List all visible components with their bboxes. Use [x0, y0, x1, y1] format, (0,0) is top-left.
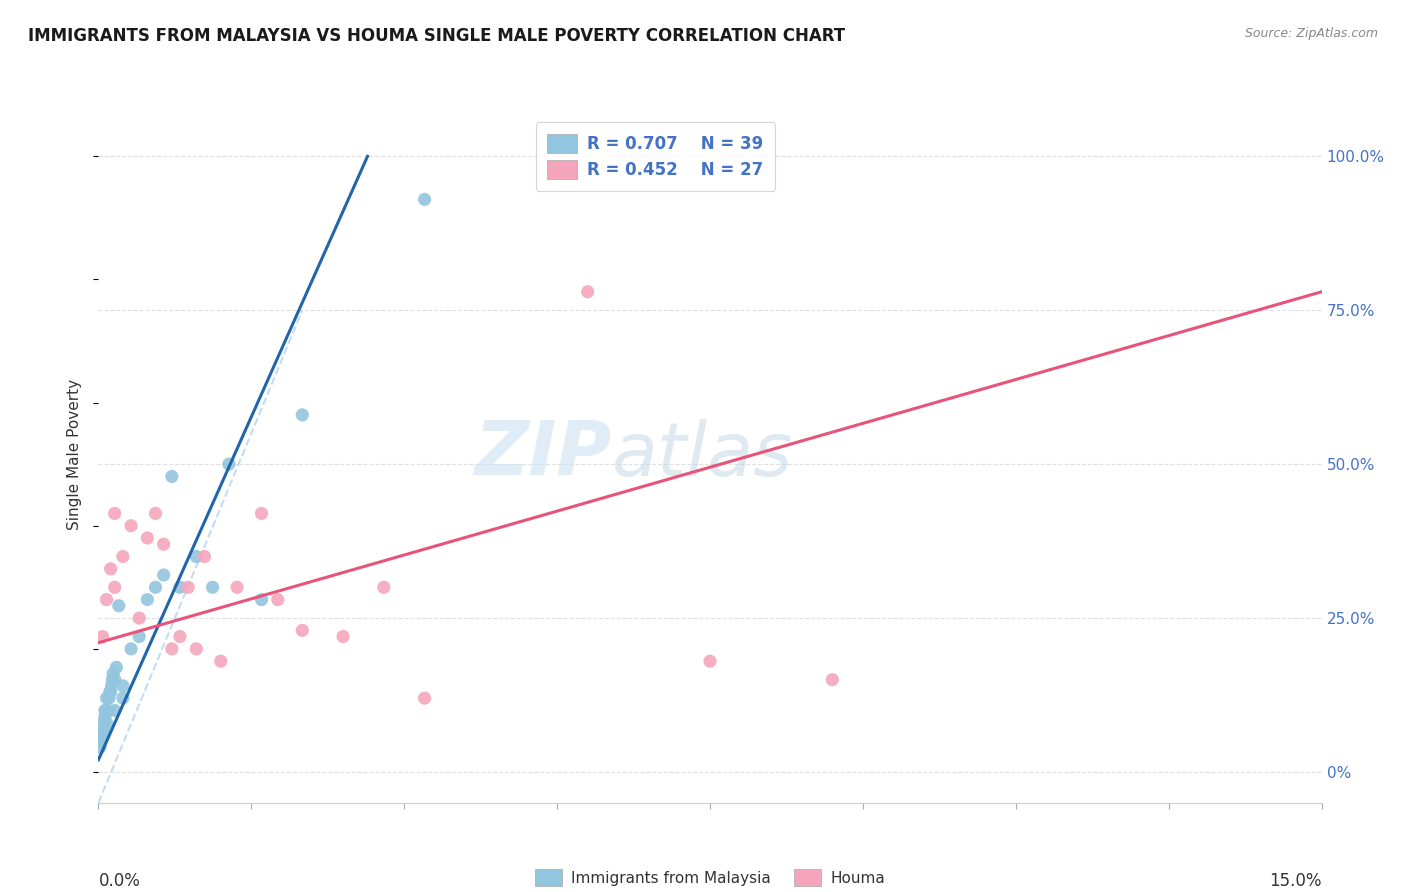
Point: [186, 549, 208, 564]
Point: [101, 666, 124, 681]
Point: [160, 469, 183, 483]
Point: [100, 685, 122, 699]
Text: ZIP: ZIP: [475, 418, 612, 491]
Point: [576, 285, 599, 299]
Point: [186, 641, 208, 656]
Point: [91, 715, 114, 730]
Point: [98, 685, 121, 699]
Point: [291, 408, 314, 422]
Point: [100, 679, 122, 693]
Text: 0.0%: 0.0%: [98, 872, 141, 890]
Point: [218, 457, 240, 471]
Text: atlas: atlas: [612, 419, 793, 491]
Point: [90, 734, 112, 748]
Point: [332, 630, 354, 644]
Point: [94, 703, 117, 717]
Point: [226, 580, 249, 594]
Point: [93, 722, 115, 736]
Point: [96, 691, 118, 706]
Point: [136, 592, 159, 607]
Point: [120, 518, 142, 533]
Point: [128, 630, 150, 644]
Legend: Immigrants from Malaysia, Houma: Immigrants from Malaysia, Houma: [529, 863, 891, 892]
Point: [108, 599, 131, 613]
Point: [97, 703, 120, 717]
Point: [96, 592, 118, 607]
Text: 15.0%: 15.0%: [1270, 872, 1322, 890]
Point: [104, 673, 127, 687]
Point: [169, 630, 191, 644]
Point: [821, 673, 844, 687]
Point: [152, 537, 174, 551]
Point: [94, 703, 117, 717]
Point: [104, 507, 127, 521]
Point: [104, 703, 127, 717]
Point: [105, 660, 128, 674]
Text: IMMIGRANTS FROM MALAYSIA VS HOUMA SINGLE MALE POVERTY CORRELATION CHART: IMMIGRANTS FROM MALAYSIA VS HOUMA SINGLE…: [28, 27, 845, 45]
Point: [91, 722, 114, 736]
Text: Source: ZipAtlas.com: Source: ZipAtlas.com: [1244, 27, 1378, 40]
Point: [128, 611, 150, 625]
Point: [250, 592, 273, 607]
Point: [267, 592, 290, 607]
Point: [94, 709, 117, 723]
Point: [699, 654, 721, 668]
Point: [90, 728, 112, 742]
Point: [201, 580, 224, 594]
Point: [111, 691, 134, 706]
Point: [101, 673, 124, 687]
Point: [152, 568, 174, 582]
Point: [120, 641, 142, 656]
Y-axis label: Single Male Poverty: Single Male Poverty: [67, 379, 83, 531]
Point: [111, 679, 134, 693]
Point: [98, 691, 121, 706]
Point: [209, 654, 232, 668]
Point: [104, 580, 127, 594]
Point: [145, 507, 167, 521]
Point: [169, 580, 191, 594]
Point: [145, 580, 167, 594]
Point: [96, 715, 118, 730]
Point: [136, 531, 159, 545]
Point: [291, 624, 314, 638]
Point: [177, 580, 200, 594]
Point: [413, 193, 436, 207]
Point: [160, 641, 183, 656]
Point: [111, 549, 134, 564]
Point: [413, 691, 436, 706]
Point: [250, 507, 273, 521]
Point: [193, 549, 215, 564]
Point: [100, 562, 122, 576]
Point: [91, 630, 114, 644]
Point: [373, 580, 395, 594]
Point: [91, 728, 114, 742]
Point: [89, 740, 111, 755]
Point: [96, 703, 118, 717]
